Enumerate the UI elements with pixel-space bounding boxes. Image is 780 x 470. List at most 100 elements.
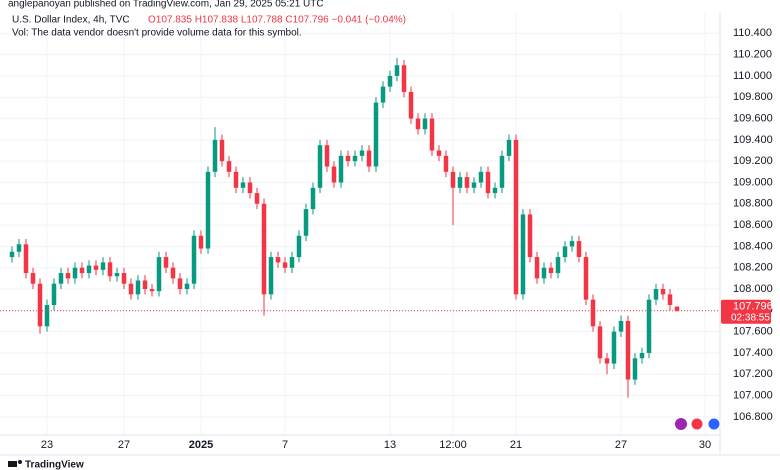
candle-body bbox=[464, 177, 470, 188]
grid bbox=[0, 12, 720, 435]
y-tick-label: 109.800 bbox=[733, 91, 773, 103]
candle-body bbox=[289, 257, 295, 268]
candle-body bbox=[114, 273, 120, 277]
candle-body bbox=[37, 283, 43, 327]
candle-body bbox=[16, 244, 22, 252]
candle-body bbox=[93, 265, 99, 270]
candle-body bbox=[366, 150, 372, 167]
candle-body bbox=[184, 283, 190, 290]
candle-body bbox=[107, 262, 113, 277]
candle-body bbox=[436, 150, 442, 156]
candle-body bbox=[527, 214, 533, 258]
y-tick-label: 110.400 bbox=[733, 27, 772, 39]
candle-body bbox=[338, 155, 344, 183]
candle-body bbox=[625, 320, 631, 380]
candle-body bbox=[296, 235, 302, 258]
candle-body bbox=[618, 320, 624, 332]
y-tick-label: 108.200 bbox=[733, 262, 773, 274]
candle-body bbox=[562, 246, 568, 258]
candle-body bbox=[44, 305, 50, 327]
candle-body bbox=[576, 241, 582, 258]
candle-body bbox=[86, 265, 92, 274]
candle-body bbox=[149, 289, 155, 292]
published-note: anglepanoyan published on TradingView.co… bbox=[8, 0, 324, 10]
candle-body bbox=[275, 257, 281, 263]
candle-body bbox=[51, 283, 57, 306]
last-price-box bbox=[721, 299, 771, 324]
candle-body bbox=[380, 86, 386, 103]
y-tick-label: 108.600 bbox=[733, 219, 773, 231]
x-tick-label: 27 bbox=[615, 439, 627, 451]
candle-body bbox=[408, 91, 414, 119]
candle-body bbox=[387, 75, 393, 87]
candle-body bbox=[303, 209, 309, 236]
candle-body bbox=[324, 145, 330, 167]
y-tick-label: 108.400 bbox=[733, 240, 773, 252]
candle-body bbox=[674, 306, 680, 311]
candle-body bbox=[520, 214, 526, 295]
candle-body bbox=[457, 177, 463, 188]
y-tick-label: 108.000 bbox=[733, 283, 773, 295]
y-tick-label: 110.200 bbox=[733, 49, 772, 61]
candle-body bbox=[254, 193, 260, 204]
candle-body bbox=[639, 352, 645, 359]
event-icons bbox=[675, 417, 721, 431]
candle-body bbox=[548, 267, 554, 274]
y-tick-label: 110.000 bbox=[733, 70, 772, 82]
candle-body bbox=[240, 182, 246, 188]
candle-body bbox=[611, 331, 617, 364]
candle-body bbox=[345, 155, 351, 162]
candle-body bbox=[310, 187, 316, 210]
candle-body bbox=[359, 150, 365, 156]
x-tick-label: 7 bbox=[282, 439, 288, 451]
candle-body bbox=[394, 65, 400, 76]
candle-body bbox=[72, 267, 78, 279]
volume-note: Vol: The data vendor doesn't provide vol… bbox=[12, 28, 302, 39]
y-tick-label: 109.200 bbox=[733, 155, 773, 167]
candle-body bbox=[471, 182, 477, 188]
candle-body bbox=[261, 203, 267, 295]
candle-body bbox=[177, 278, 183, 290]
candle-body bbox=[156, 257, 162, 292]
candle-body bbox=[667, 294, 673, 306]
candle-body bbox=[79, 267, 85, 274]
y-tick-label: 109.600 bbox=[733, 112, 773, 124]
y-tick-label: 107.200 bbox=[733, 368, 773, 380]
candle-body bbox=[513, 139, 519, 295]
candle-body bbox=[226, 161, 232, 172]
x-tick-label: 13 bbox=[384, 439, 396, 451]
candle-body bbox=[499, 155, 505, 188]
candle-body bbox=[604, 358, 610, 364]
x-tick-label: 21 bbox=[510, 439, 522, 451]
candle-body bbox=[100, 262, 106, 270]
candle-body bbox=[205, 171, 211, 249]
candle-body bbox=[331, 166, 337, 183]
y-tick-label: 108.800 bbox=[733, 198, 773, 210]
candle-body bbox=[9, 251, 15, 258]
x-tick-label: 27 bbox=[118, 439, 130, 451]
candle-body bbox=[317, 145, 323, 188]
x-tick-label: 23 bbox=[41, 439, 53, 451]
candle-body bbox=[233, 171, 239, 188]
candle-body bbox=[492, 187, 498, 194]
last-price-label: 107.796 bbox=[733, 301, 773, 313]
candle-body bbox=[422, 118, 428, 130]
candle-body bbox=[401, 65, 407, 92]
y-tick-label: 107.000 bbox=[733, 389, 773, 401]
candle-body bbox=[555, 257, 561, 274]
candle-body bbox=[478, 171, 484, 183]
candle-body bbox=[429, 118, 435, 151]
tv-logo bbox=[8, 460, 22, 467]
y-tick-label: 106.800 bbox=[733, 411, 773, 423]
x-tick-label: 30 bbox=[699, 439, 711, 451]
candle-body bbox=[128, 283, 134, 295]
candle-body bbox=[443, 155, 449, 172]
candle-body bbox=[590, 299, 596, 327]
candle-body bbox=[135, 280, 141, 295]
countdown: 02:38:55 bbox=[731, 312, 770, 323]
candle-body bbox=[198, 235, 204, 249]
symbol: U.S. Dollar Index, 4h, TVC bbox=[12, 15, 130, 26]
candle-body bbox=[212, 139, 218, 172]
candle-body bbox=[23, 244, 29, 274]
